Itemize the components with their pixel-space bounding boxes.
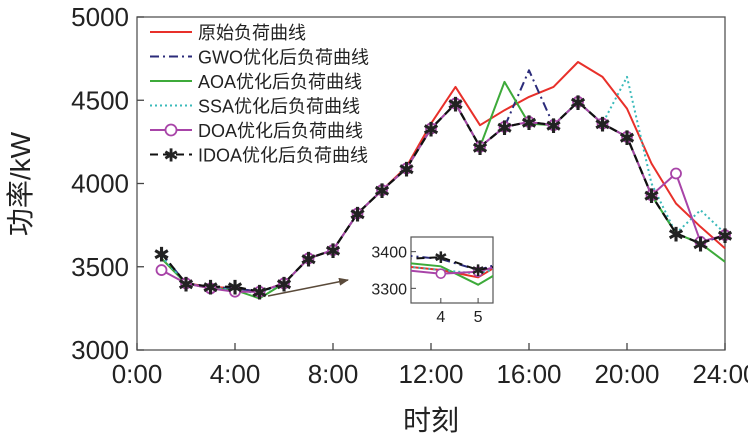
data-point-asterisk: ✱ [545,116,562,138]
data-point-circle [694,235,707,248]
x-tick-label: 4:00 [210,359,261,389]
inset-x-tick-label: 4 [436,309,445,326]
data-point-asterisk: ✱ [251,283,268,305]
data-point-asterisk: ✱ [594,115,611,137]
legend-label-2: AOA优化后负荷曲线 [198,72,362,92]
inset-point-asterisk: ✱ [471,263,484,280]
x-tick-label: 20:00 [594,359,659,389]
inset-point-circle [435,268,447,279]
inset-y-tick-label: 3300 [371,281,407,298]
data-point-circle [278,277,290,290]
data-point-circle [547,119,560,132]
y-tick-label: 4000 [71,169,129,199]
data-point-circle [302,252,315,265]
inset-lines: ✱✱ [411,250,493,286]
inset-point-asterisk: ✱ [434,250,447,267]
data-point-asterisk: ✱ [423,120,440,142]
data-point-asterisk: ✱ [447,95,464,117]
data-point-asterisk: ✱ [202,278,219,300]
data-point-circle [400,162,413,175]
legend-marker-asterisk: ✱ [163,146,178,166]
x-tick-label: 0:00 [112,359,163,389]
data-point-circle [327,244,339,257]
x-tick-label: 24:00 [692,359,748,389]
data-point-circle [719,229,731,242]
x-tick-label: 8:00 [308,359,359,389]
legend-label-3: SSA优化后负荷曲线 [198,97,360,117]
y-axis-title: 功率/kW [5,131,36,236]
data-point-asterisk: ✱ [668,224,685,246]
x-tick-label: 16:00 [496,359,561,389]
data-point-asterisk: ✱ [178,274,195,296]
y-tick-label: 5000 [71,2,129,32]
data-point-circle [425,122,437,135]
data-point-circle [253,285,266,298]
data-point-asterisk: ✱ [472,138,489,160]
data-point-circle [572,96,584,108]
data-point-circle [670,167,682,180]
data-point-circle [155,264,168,276]
legend-label-5: IDOA优化后负荷曲线 [198,146,368,166]
data-point-circle [376,184,388,197]
data-point-asterisk: ✱ [692,234,709,256]
data-point-asterisk: ✱ [496,118,513,140]
inset-series-line-4 [411,266,493,275]
data-point-asterisk: ✱ [398,160,415,182]
x-axis-title: 时刻 [403,405,459,436]
data-point-circle [351,207,364,220]
inset-series-line-5 [411,256,493,272]
inset-x-tick-label: 5 [474,309,483,326]
data-point-circle [180,277,192,290]
data-point-asterisk: ✱ [276,274,293,296]
x-tick-label: 12:00 [398,359,463,389]
data-point-circle [596,117,609,130]
legend-marker-circle [164,123,178,137]
data-point-asterisk: ✱ [717,226,734,248]
data-point-asterisk: ✱ [521,113,538,135]
data-point-circle [229,285,241,298]
data-point-asterisk: ✱ [374,181,391,203]
data-point-circle [645,189,658,202]
legend-label-0: 原始负荷曲线 [198,23,306,43]
data-point-circle [474,140,486,153]
inset-y-tick-label: 3400 [371,245,407,262]
data-point-asterisk: ✱ [619,128,636,150]
data-point-circle [204,282,217,295]
data-point-asterisk: ✱ [570,93,587,115]
legend-label-1: GWO优化后负荷曲线 [198,48,369,68]
data-point-asterisk: ✱ [153,244,170,266]
data-point-circle [449,97,462,110]
y-tick-label: 3500 [71,252,129,282]
zoom-arrow [267,277,349,297]
data-point-circle [621,130,633,143]
data-point-circle [498,120,511,133]
inset-series-line-2 [411,262,493,286]
data-point-asterisk: ✱ [643,186,660,208]
y-tick-label: 3000 [71,335,129,365]
data-point-asterisk: ✱ [325,241,342,263]
y-tick-label: 4500 [71,85,129,115]
data-point-asterisk: ✱ [349,204,366,226]
data-point-asterisk: ✱ [300,249,317,271]
data-point-circle [523,115,535,128]
legend-label-4: DOA优化后负荷曲线 [198,121,363,141]
data-point-asterisk: ✱ [227,278,244,300]
